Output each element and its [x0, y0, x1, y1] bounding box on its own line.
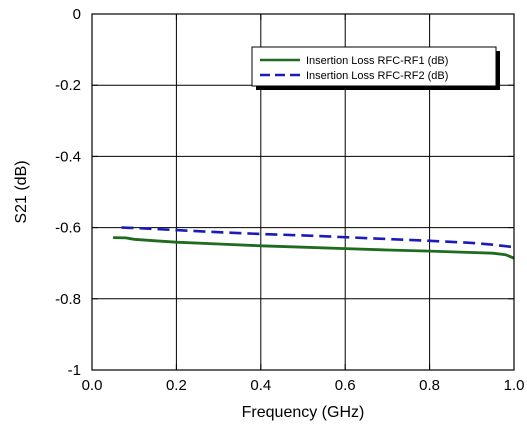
series-line-1: [113, 236, 515, 260]
y-tick-label: -0.2: [55, 77, 81, 94]
legend-box: [251, 46, 497, 87]
y-axis-title: S21 (dB): [13, 160, 30, 223]
legend-label-1: Insertion Loss RFC-RF1 (dB): [306, 55, 448, 67]
x-tick-label: 0.0: [82, 377, 103, 394]
legend-label-2: Insertion Loss RFC-RF2 (dB): [306, 70, 448, 82]
plot-frame: [91, 13, 515, 371]
series-line-2: [121, 226, 515, 249]
y-tick-label: 0: [73, 6, 81, 23]
x-tick-label: 1.0: [504, 377, 525, 394]
y-tick-label: -0.6: [55, 220, 81, 237]
x-tick-label: 0.6: [335, 377, 356, 394]
x-tick-label: 0.8: [419, 377, 440, 394]
x-tick-label: 0.4: [250, 377, 271, 394]
y-tick-label: -0.8: [55, 291, 81, 308]
legend: Insertion Loss RFC-RF1 (dB) Insertion Los…: [251, 46, 500, 90]
x-tick-labels: 0.0 0.2 0.4 0.6 0.8 1.0: [82, 377, 525, 394]
y-tick-labels: 0 -0.2 -0.4 -0.6 -0.8 -1: [55, 6, 81, 379]
x-tick-label: 0.2: [166, 377, 187, 394]
series-layer: [113, 226, 515, 260]
y-tick-label: -1: [68, 362, 81, 379]
x-axis-title: Frequency (GHz): [242, 404, 365, 421]
axis-ticks: [91, 13, 515, 371]
y-tick-label: -0.4: [55, 148, 81, 165]
